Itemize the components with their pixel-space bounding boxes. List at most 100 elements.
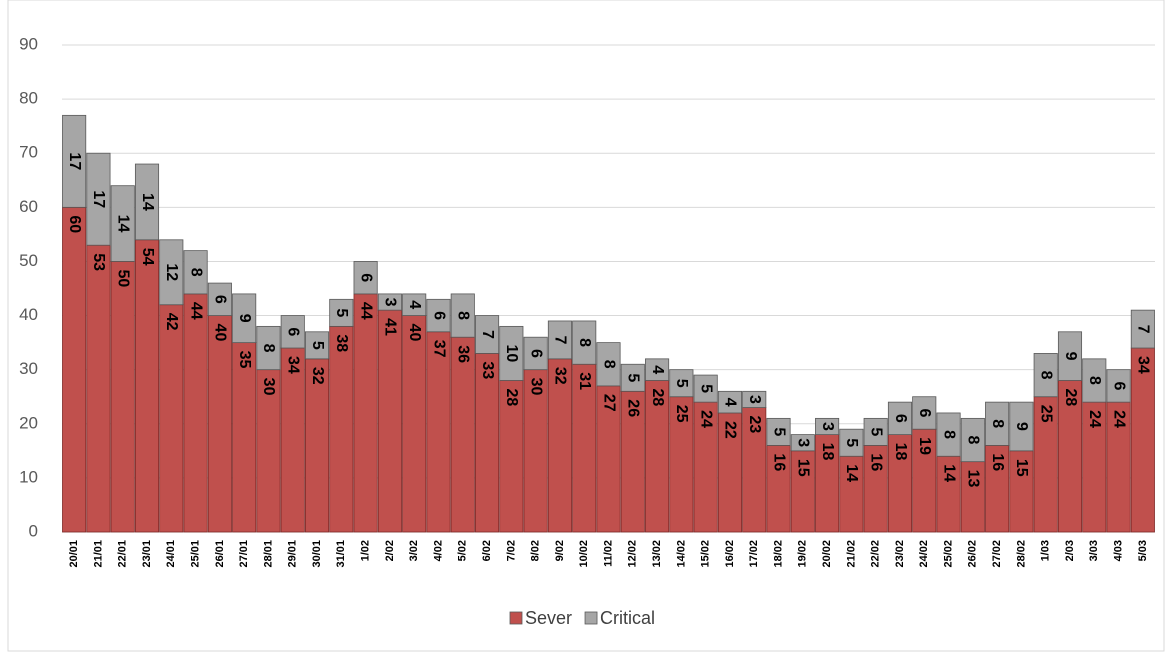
bar-segment [426,298,451,333]
legend-swatch [584,611,598,625]
data-label: 42 [163,313,180,331]
bar-segment [256,325,281,371]
data-label: 22 [722,421,739,439]
bar-segment [985,401,1010,446]
x-tick-label: 5/03 [1137,540,1149,561]
data-label: 7 [479,330,496,339]
data-label: 6 [357,273,374,282]
data-label: 31 [576,372,593,390]
x-tick-label: 2/03 [1064,540,1076,561]
data-label: 24 [1086,410,1103,428]
x-tick-label: 24/01 [165,540,177,568]
bar-segment [936,412,961,457]
bar-segment [329,325,354,533]
x-tick-label: 1/03 [1040,540,1052,561]
bar-segment [353,261,378,295]
data-label: 17 [66,152,83,170]
data-label: 18 [892,443,909,461]
bar-segment [766,417,791,446]
data-label: 26 [625,399,642,417]
data-label: 3 [819,422,836,431]
data-label: 8 [1037,371,1054,380]
data-label: 9 [1062,352,1079,361]
y-tick-label: 10 [19,467,38,486]
bar-segment [839,428,864,457]
data-label: 8 [455,311,472,320]
y-tick-label: 70 [19,143,38,162]
x-tick-label: 28/02 [1015,540,1027,568]
legend-swatch [509,611,523,625]
bar-segment [232,293,257,344]
data-label: 9 [236,314,253,323]
data-label: 16 [770,453,787,471]
data-label: 32 [552,367,569,385]
data-label: 13 [965,470,982,488]
data-label: 28 [1062,388,1079,406]
bar-segment [450,293,475,338]
bar-segment [86,152,111,246]
bar-segment [1009,401,1034,452]
bar-segment [620,363,645,392]
x-tick-label: 2/02 [384,540,396,561]
data-label: 24 [697,410,714,428]
bar-segment [426,331,451,533]
x-tick-label: 23/01 [141,540,153,568]
x-tick-label: 28/01 [262,540,274,568]
data-label: 28 [649,388,666,406]
bar-segment [1033,353,1058,398]
bar-segment [499,325,524,381]
data-label: 8 [260,344,277,353]
bar-segment [1082,358,1107,403]
data-label: 8 [989,419,1006,428]
data-label: 16 [989,453,1006,471]
bar-segment [159,239,184,306]
data-label: 33 [479,361,496,379]
data-label: 8 [187,268,204,277]
bar-segment [547,358,572,533]
data-label: 37 [430,340,447,358]
x-tick-label: 30/01 [311,540,323,568]
x-tick-label: 21/01 [92,540,104,568]
data-label: 8 [1086,376,1103,385]
data-label: 41 [382,318,399,336]
bar-segment [207,282,232,316]
data-label: 6 [285,327,302,336]
bar-segment [304,358,330,533]
data-label: 14 [114,215,131,233]
data-label: 7 [552,335,569,344]
bar-segment [547,320,572,360]
data-label: 50 [114,269,131,287]
bar-segment [207,315,232,533]
bar-segment [402,293,427,316]
data-label: 5 [697,384,714,393]
bar-segment [402,315,427,533]
x-tick-label: 20/02 [821,540,833,568]
bar-segment [1057,331,1083,381]
legend-label: Sever [525,608,572,628]
x-tick-label: 29/01 [287,540,299,568]
data-label: 53 [90,253,107,271]
data-label: 3 [795,438,812,447]
bar-segment [1106,369,1131,403]
x-tick-label: 26/02 [967,540,979,568]
bar-segment [596,342,621,387]
x-tick-label: 3/02 [408,540,420,561]
data-label: 27 [600,394,617,412]
data-label: 4 [406,300,423,309]
bar-segment [960,417,985,463]
x-tick-label: 26/01 [214,540,226,568]
y-tick-label: 20 [19,413,38,432]
data-label: 35 [236,351,253,369]
data-label: 18 [819,443,836,461]
bar-segment [377,293,402,311]
bar-segment [110,261,135,533]
data-label: 30 [260,378,277,396]
data-label: 6 [212,295,229,304]
bar-segment [232,342,257,533]
data-label: 15 [1013,459,1030,477]
x-tick-label: 4/03 [1112,540,1124,561]
data-label: 5 [673,379,690,388]
data-label: 14 [940,464,957,482]
data-label: 8 [600,360,617,369]
bar-segment [280,347,305,533]
